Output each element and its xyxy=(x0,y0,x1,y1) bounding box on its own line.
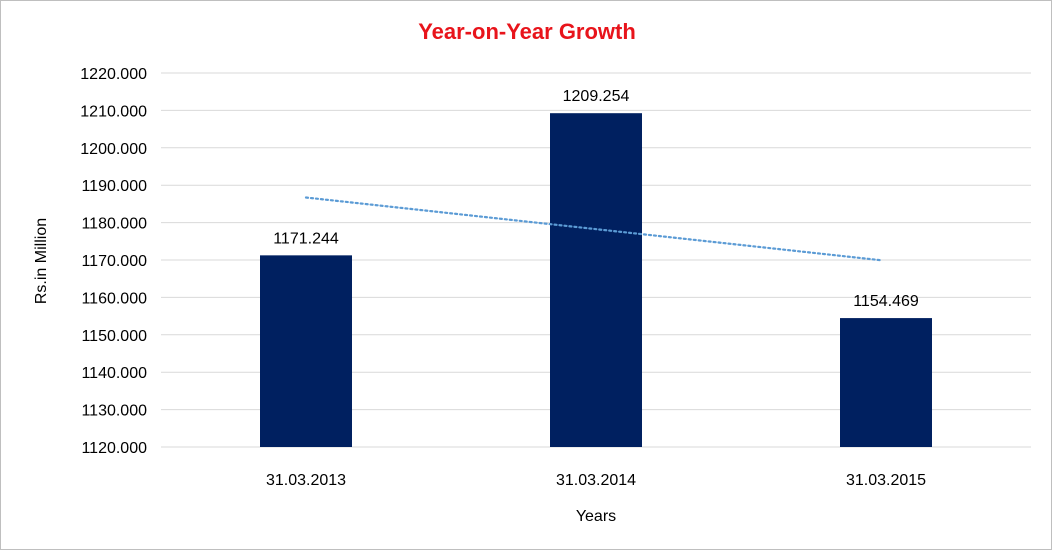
x-tick-label: 31.03.2014 xyxy=(556,472,636,489)
y-tick-label: 1220.000 xyxy=(80,66,147,83)
y-tick-label: 1190.000 xyxy=(81,178,147,195)
y-tick-label: 1160.000 xyxy=(81,290,147,307)
y-tick-label: 1130.000 xyxy=(81,403,147,420)
bar xyxy=(550,113,642,448)
bars xyxy=(260,113,932,448)
y-tick-label: 1200.000 xyxy=(80,141,147,158)
trendline xyxy=(304,196,883,262)
y-axis-label: Rs.in Million xyxy=(33,218,50,304)
y-tick-label: 1150.000 xyxy=(81,328,147,345)
y-tick-label: 1120.000 xyxy=(81,440,147,457)
y-tick-label: 1140.000 xyxy=(81,365,147,382)
data-label: 1171.244 xyxy=(273,230,339,247)
x-axis-label: Years xyxy=(576,508,616,525)
y-tick-label: 1180.000 xyxy=(81,216,147,233)
x-tick-label: 31.03.2015 xyxy=(846,472,926,489)
y-axis-ticks: 1120.000 1130.000 1140.000 1150.000 1160.000… xyxy=(80,66,147,457)
chart-title: Year-on-Year Growth xyxy=(418,19,636,44)
data-label: 1209.254 xyxy=(563,88,630,105)
data-label: 1154.469 xyxy=(853,293,919,310)
y-tick-label: 1170.000 xyxy=(81,253,147,270)
data-labels: 1171.244 1209.254 1154.469 xyxy=(273,88,919,310)
bar xyxy=(260,255,352,447)
bar xyxy=(840,318,932,447)
x-axis-ticks: 31.03.2013 31.03.2014 31.03.2015 xyxy=(266,472,926,489)
x-tick-label: 31.03.2013 xyxy=(266,472,346,489)
trendline-path xyxy=(304,196,883,262)
y-tick-label: 1210.000 xyxy=(80,103,147,120)
